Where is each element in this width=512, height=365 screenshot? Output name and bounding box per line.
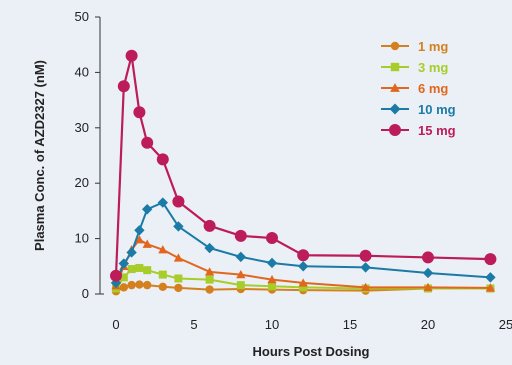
y-tick-label: 40 (75, 64, 89, 79)
data-point (361, 282, 371, 292)
data-point (110, 269, 122, 282)
data-point (143, 266, 152, 275)
data-point (118, 258, 129, 269)
legend-label: 15 mg (418, 123, 456, 138)
data-point (205, 275, 214, 284)
data-point (485, 272, 496, 283)
data-point (174, 274, 183, 283)
data-point (173, 221, 184, 232)
x-axis-title: Hours Post Dosing (252, 344, 369, 359)
data-point (203, 219, 216, 232)
legend-label: 3 mg (418, 60, 448, 75)
y-tick-label: 50 (75, 9, 89, 24)
legend-marker (390, 41, 400, 51)
data-point (158, 282, 167, 291)
legend-label: 10 mg (418, 102, 456, 117)
legend-marker (389, 124, 401, 136)
data-point (157, 197, 168, 208)
series-15-mg (110, 49, 497, 282)
data-point (119, 273, 128, 282)
data-point (158, 270, 167, 279)
legend-marker (389, 103, 401, 115)
data-point (266, 232, 278, 245)
data-point (134, 235, 144, 244)
x-tick-label: 20 (421, 317, 435, 332)
legend-marker (390, 83, 400, 92)
data-point (142, 204, 153, 215)
data-point (125, 49, 138, 62)
series-layer (110, 49, 497, 296)
data-point (298, 278, 308, 287)
data-point (268, 282, 276, 291)
data-point (266, 257, 278, 269)
data-point (422, 267, 434, 279)
y-tick-label: 10 (75, 231, 89, 246)
data-point (174, 283, 183, 293)
data-point (297, 249, 310, 262)
legend-entry: 10 mg (381, 102, 456, 117)
series-line (114, 54, 491, 276)
y-tick-label: 30 (75, 120, 89, 135)
y-tick-label: 20 (75, 175, 89, 190)
x-tick-label: 15 (343, 317, 357, 332)
data-point (127, 265, 136, 274)
legend-entry: 15 mg (381, 123, 456, 138)
data-point (267, 274, 277, 284)
data-point (422, 251, 434, 264)
data-point (156, 153, 169, 166)
data-point (484, 253, 497, 266)
legend-label: 1 mg (418, 39, 448, 54)
axes: 0 10 20 30 40 50 0 5 10 15 20 25 (75, 9, 512, 332)
data-point (205, 285, 214, 294)
data-point (117, 80, 130, 93)
x-tick-label: 10 (265, 317, 279, 332)
data-point (485, 283, 495, 292)
x-tick-label: 25 (499, 317, 512, 332)
legend: 1 mg 3 mg 6 mg 10 mg 15 mg (381, 39, 456, 138)
data-point (142, 239, 152, 248)
data-point (235, 251, 246, 263)
data-point (234, 229, 247, 242)
data-point (236, 270, 246, 279)
legend-entry: 6 mg (381, 81, 448, 96)
data-point (135, 263, 144, 272)
legend-entry: 3 mg (381, 60, 448, 75)
data-point (205, 267, 215, 276)
data-point (127, 280, 136, 290)
data-point (173, 253, 183, 262)
data-point (158, 245, 168, 254)
data-point (143, 280, 152, 290)
data-point (133, 106, 146, 119)
data-point (119, 283, 128, 292)
data-point (423, 282, 433, 292)
y-axis-title: Plasma Conc. of AZD2327 (nM) (32, 60, 47, 251)
legend-marker (390, 62, 400, 72)
data-point (299, 283, 308, 292)
x-tick-label: 0 (112, 317, 119, 332)
x-tick-label: 5 (190, 317, 197, 332)
data-point (135, 280, 144, 289)
legend-label: 6 mg (418, 81, 448, 96)
data-point (172, 195, 185, 208)
data-point (298, 261, 309, 272)
data-point (204, 242, 215, 254)
data-point (141, 136, 154, 149)
data-point (360, 262, 371, 273)
series-10-mg (110, 197, 496, 289)
legend-entry: 1 mg (381, 39, 448, 54)
y-tick-label: 0 (82, 286, 89, 301)
data-point (134, 225, 145, 236)
data-point (359, 249, 372, 262)
data-point (236, 281, 245, 290)
data-point (126, 247, 137, 258)
